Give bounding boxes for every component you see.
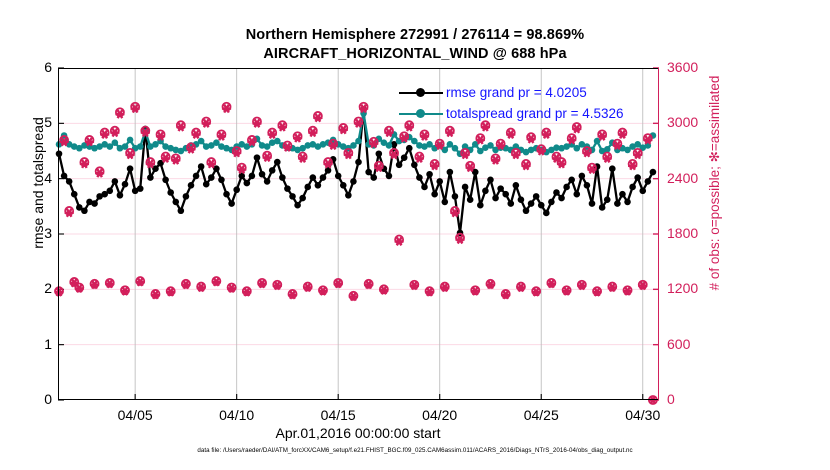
y-tick-right-3000: 3000 [667, 114, 699, 131]
y-tick-right-2400: 2400 [667, 169, 699, 186]
x-tick-04/20: 04/20 [422, 407, 458, 423]
y-tick-left-5: 5 [44, 114, 52, 131]
x-tick-04/25: 04/25 [523, 407, 559, 423]
data-file-footer: data file: /Users/raeder/DAI/ATM_forcXX/… [197, 447, 633, 454]
legend-marker-totalspread-icon [399, 107, 443, 121]
x-tick-04/10: 04/10 [219, 407, 255, 423]
x-tick-04/05: 04/05 [117, 407, 153, 423]
legend-entry-rmse: rmse grand pr = 4.0205 [399, 82, 624, 103]
chart-legend: rmse grand pr = 4.0205 totalspread grand… [399, 82, 624, 124]
x-tick-04/15: 04/15 [320, 407, 356, 423]
x-axis-label: Apr.01,2016 00:00:00 start [275, 425, 441, 441]
y-tick-right-0: 0 [667, 391, 675, 407]
y-tick-left-0: 0 [44, 391, 52, 407]
y-tick-right-1200: 1200 [667, 280, 699, 297]
legend-label-totalspread: totalspread grand pr = 4.5326 [446, 106, 624, 121]
y-tick-left-4: 4 [44, 169, 52, 186]
y-tick-left-3: 3 [44, 225, 52, 241]
y-tick-left-1: 1 [44, 335, 52, 352]
x-tick-04/30: 04/30 [625, 407, 661, 423]
legend-entry-totalspread: totalspread grand pr = 4.5326 [399, 103, 624, 124]
chart-title: Northern Hemisphere 272991 / 276114 = 98… [0, 26, 830, 64]
axis-frame-right [58, 68, 659, 400]
chart-title-line-1: Northern Hemisphere 272991 / 276114 = 98… [245, 27, 585, 43]
y-tick-left-6: 6 [44, 59, 52, 75]
y-tick-right-3600: 3600 [667, 59, 699, 75]
legend-label-rmse: rmse grand pr = 4.0205 [446, 85, 587, 100]
y-tick-left-2: 2 [44, 280, 52, 297]
y-tick-right-1800: 1800 [667, 225, 699, 241]
chart-title-line-2: AIRCRAFT_HORIZONTAL_WIND @ 688 hPa [263, 46, 567, 62]
y-tick-right-600: 600 [667, 335, 691, 352]
legend-marker-rmse-icon [399, 86, 443, 100]
